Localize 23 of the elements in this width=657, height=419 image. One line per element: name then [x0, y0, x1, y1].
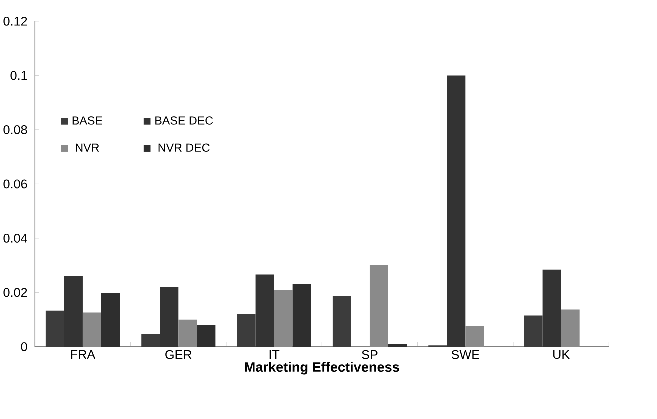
bar [388, 344, 408, 347]
y-tick-label: 0.12 [4, 16, 28, 26]
y-tick-label: 0.06 [4, 180, 28, 189]
y-tick-label: 0.1 [10, 71, 28, 80]
legend-label: BASE DEC [156, 116, 214, 125]
bar [101, 293, 120, 347]
bar [292, 284, 312, 347]
legend-label: NVR [76, 144, 100, 152]
x-axis-title: Marketing Effectiveness [245, 362, 400, 375]
y-tick-label: 0.02 [4, 288, 28, 298]
x-tick-label: SWE [452, 350, 480, 360]
bar [332, 296, 352, 347]
legend-label: BASE [72, 116, 102, 125]
x-tick-label: FRA [71, 350, 96, 360]
x-tick-label: SP [362, 350, 378, 360]
x-tick-label: UK [554, 350, 570, 360]
y-tick-label: 0.08 [4, 125, 28, 134]
x-tick-label: GER [166, 350, 192, 360]
y-tick-label: 0.04 [4, 234, 28, 243]
bar [197, 325, 216, 347]
y-tick-label: 0 [21, 342, 28, 352]
x-tick-label: IT [270, 350, 280, 360]
legend-label: NVR DEC [158, 144, 210, 152]
